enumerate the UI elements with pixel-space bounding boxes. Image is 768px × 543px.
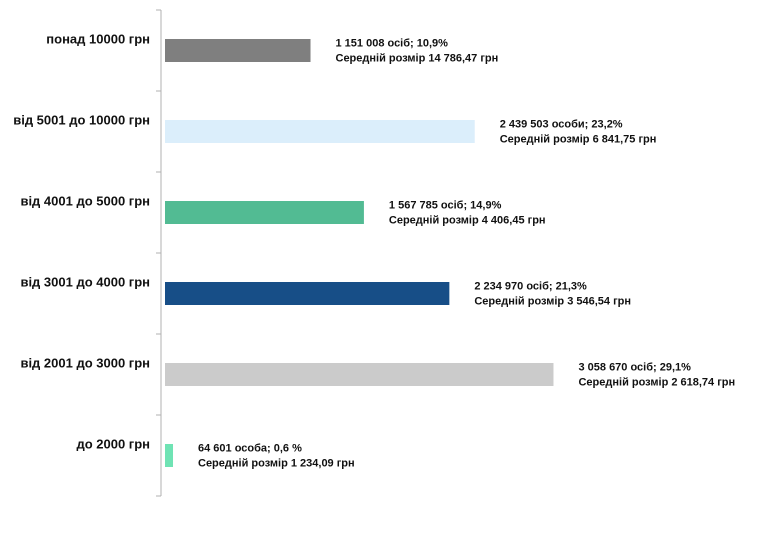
category-label: від 4001 до 5000 грн xyxy=(20,194,150,209)
bar-2 xyxy=(165,201,364,224)
data-label-average: Середній розмір 4 406,45 грн xyxy=(389,215,546,227)
category-label: від 5001 до 10000 грн xyxy=(13,113,150,128)
bar-0 xyxy=(165,39,311,62)
bar-1 xyxy=(165,120,475,143)
bar-3 xyxy=(165,282,450,305)
data-label-count: 1 151 008 осіб; 10,9% xyxy=(336,38,449,50)
data-label-average: Середній розмір 14 786,47 грн xyxy=(336,53,499,65)
data-label-count: 64 601 особа; 0,6 % xyxy=(198,443,302,455)
data-label-average: Середній розмір 3 546,54 грн xyxy=(474,296,631,308)
bar-4 xyxy=(165,363,554,386)
data-label-count: 1 567 785 осіб; 14,9% xyxy=(389,200,502,212)
data-label-count: 2 234 970 осіб; 21,3% xyxy=(474,281,587,293)
bar-5 xyxy=(165,444,174,467)
category-label: понад 10000 грн xyxy=(46,32,150,47)
category-label: від 3001 до 4000 грн xyxy=(20,275,150,290)
data-label-count: 3 058 670 осіб; 29,1% xyxy=(578,362,691,374)
category-label: від 2001 до 3000 грн xyxy=(20,356,150,371)
data-label-average: Середній розмір 6 841,75 грн xyxy=(500,134,657,146)
data-label-average: Середній розмір 1 234,09 грн xyxy=(198,458,355,470)
data-label-count: 2 439 503 особи; 23,2% xyxy=(500,119,623,131)
category-label: до 2000 грн xyxy=(76,437,150,452)
data-label-average: Середній розмір 2 618,74 грн xyxy=(578,377,735,389)
